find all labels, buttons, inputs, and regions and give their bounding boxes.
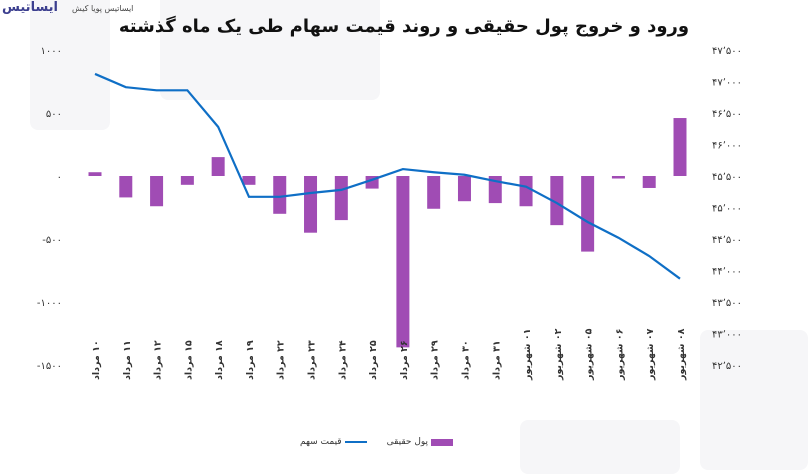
bar-real-money xyxy=(273,176,287,214)
left-axis-tick-label: ۵۰۰ xyxy=(46,109,62,120)
right-axis-tick-label: ۴۵٬۵۰۰ xyxy=(712,172,742,183)
x-axis-tick-label: ۱۱ مرداد xyxy=(122,340,133,380)
right-axis-tick-label: ۴۲٬۵۰۰ xyxy=(712,361,742,372)
bar-real-money xyxy=(304,176,318,233)
company-logo: ایساتیس ایساتیس پویا کیش xyxy=(0,0,134,22)
x-axis-tick-label: ۰۵ شهریور xyxy=(584,328,595,381)
bar-real-money xyxy=(427,176,441,209)
right-axis-tick-label: ۴۷٬۵۰۰ xyxy=(712,46,742,57)
legend-label: پول حقیقی xyxy=(386,437,429,447)
legend-item-price[interactable]: قیمت سهم xyxy=(300,437,367,447)
legend-label: قیمت سهم xyxy=(300,437,342,447)
bar-real-money xyxy=(550,176,564,226)
logo-mark: ایساتیس xyxy=(2,0,59,15)
bar-real-money xyxy=(396,176,410,348)
x-axis-tick-label: ۲۹ مرداد xyxy=(430,340,441,380)
bar-real-money xyxy=(242,176,256,185)
x-axis-tick-label: ۱۸ مرداد xyxy=(214,340,225,380)
left-axis-tick-label: ۱۰۰۰ xyxy=(41,46,62,57)
background-tile xyxy=(700,330,808,470)
bar-real-money xyxy=(611,176,625,179)
x-axis-tick-label: ۲۲ مرداد xyxy=(276,340,287,380)
left-axis-tick-label: -۱۰۰۰ xyxy=(37,298,62,309)
x-axis-tick-label: ۱۰ مرداد xyxy=(91,340,102,380)
x-axis-tick-label: ۰۶ شهریور xyxy=(614,329,625,381)
x-axis-tick-label: ۰۸ شهریور xyxy=(676,328,687,381)
bar-real-money xyxy=(642,176,656,188)
x-axis-tick-label: ۱۹ مرداد xyxy=(245,340,256,380)
logo-subtitle: ایساتیس پویا کیش xyxy=(72,4,134,13)
right-axis-tick-label: ۴۶٬۵۰۰ xyxy=(712,109,742,120)
x-axis-tick-label: ۱۵ مرداد xyxy=(183,340,194,380)
x-axis-tick-label: ۲۳ مرداد xyxy=(307,340,318,380)
bar-real-money xyxy=(119,176,133,198)
right-axis-tick-label: ۴۳٬۰۰۰ xyxy=(712,330,742,341)
background-tile xyxy=(520,420,680,474)
x-axis-tick-label: ۰۱ شهریور xyxy=(522,329,533,381)
bar-real-money xyxy=(581,176,595,252)
bar-real-money xyxy=(457,176,471,202)
bar-real-money xyxy=(180,176,194,185)
legend: پول حقیقی قیمت سهم xyxy=(300,437,454,447)
x-axis-tick-label: ۳۱ مرداد xyxy=(491,340,502,380)
x-axis-tick-label: ۲۴ مرداد xyxy=(337,340,348,380)
bar-real-money xyxy=(334,176,348,221)
right-axis-tick-label: ۴۵٬۰۰۰ xyxy=(712,204,742,215)
legend-swatch-bar xyxy=(431,438,454,446)
x-axis-tick-label: ۲۶ مرداد xyxy=(399,340,410,380)
x-axis-tick-label: ۰۷ شهریور xyxy=(645,328,656,381)
legend-item-real-money[interactable]: پول حقیقی xyxy=(386,437,454,447)
x-axis-tick-label: ۰۲ شهریور xyxy=(553,328,564,381)
x-axis-tick-label: ۱۲ مرداد xyxy=(153,340,164,380)
chart-title: ورود و خروج پول حقیقی و روند قیمت سهام ط… xyxy=(118,16,690,37)
left-axis-tick-label: ۰ xyxy=(57,172,62,183)
left-axis-tick-label: -۱۵۰۰ xyxy=(37,361,62,372)
right-axis-tick-label: ۴۴٬۵۰۰ xyxy=(712,235,742,246)
background-tile xyxy=(160,0,380,100)
left-axis-tick-label: -۵۰۰ xyxy=(42,235,62,246)
right-axis-tick-label: ۴۴٬۰۰۰ xyxy=(712,267,742,278)
bar-real-money xyxy=(88,172,102,176)
right-axis-tick-label: ۴۳٬۵۰۰ xyxy=(712,298,742,309)
bar-real-money xyxy=(211,157,225,176)
bar-real-money xyxy=(488,176,502,204)
x-axis-tick-label: ۲۵ مرداد xyxy=(368,340,379,380)
legend-swatch-line xyxy=(344,441,367,443)
price-line xyxy=(94,72,681,280)
bar-real-money xyxy=(519,176,533,207)
background-tile xyxy=(30,0,110,130)
bar-real-money xyxy=(673,118,687,176)
right-axis-tick-label: ۴۷٬۰۰۰ xyxy=(712,78,742,89)
x-axis-tick-label: ۳۰ مرداد xyxy=(460,340,471,380)
bar-real-money xyxy=(150,176,164,207)
right-axis-tick-label: ۴۶٬۰۰۰ xyxy=(712,141,742,152)
